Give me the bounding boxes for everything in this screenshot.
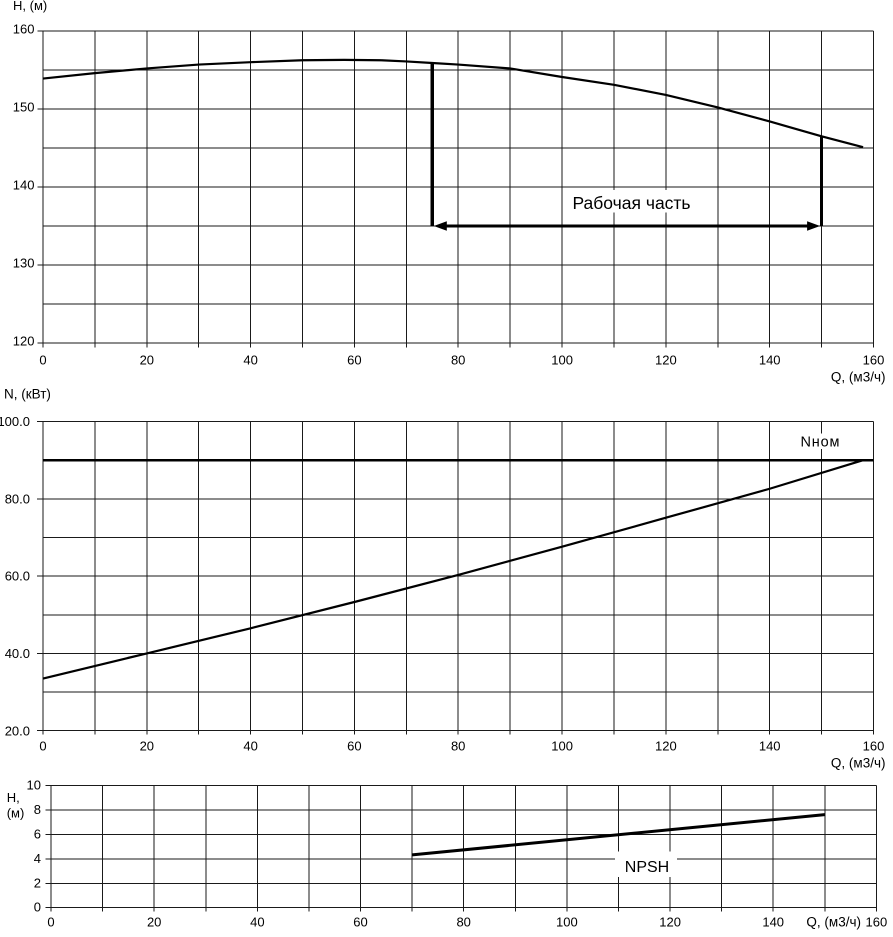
svg-text:6: 6 [34,826,41,841]
svg-text:80: 80 [451,738,465,753]
svg-text:N, (кВт): N, (кВт) [4,387,51,402]
svg-text:40: 40 [243,738,257,753]
svg-text:20.0: 20.0 [5,723,30,738]
svg-text:120: 120 [659,914,681,929]
svg-text:20: 20 [140,353,154,368]
svg-text:(м): (м) [7,806,25,821]
svg-text:8: 8 [34,802,41,817]
svg-text:150: 150 [13,99,35,114]
svg-text:40: 40 [243,353,257,368]
svg-text:120: 120 [13,333,35,348]
svg-text:Q, (м3/ч): Q, (м3/ч) [831,370,886,385]
svg-text:NPSH: NPSH [625,859,669,876]
svg-text:140: 140 [762,914,784,929]
svg-text:Q, (м3/ч): Q, (м3/ч) [806,914,861,929]
svg-text:80: 80 [451,353,465,368]
svg-text:40: 40 [250,914,264,929]
svg-text:Рабочая часть: Рабочая часть [572,193,690,213]
svg-text:10: 10 [27,778,41,793]
svg-text:140: 140 [759,738,781,753]
svg-text:60: 60 [347,738,361,753]
svg-text:0: 0 [39,738,46,753]
svg-text:80.0: 80.0 [5,491,30,506]
svg-text:60: 60 [347,353,361,368]
svg-text:60: 60 [353,914,367,929]
svg-text:100: 100 [551,353,573,368]
svg-text:120: 120 [655,738,677,753]
svg-text:130: 130 [13,255,35,270]
svg-text:100.0: 100.0 [0,414,30,429]
svg-text:160: 160 [863,738,885,753]
svg-text:0: 0 [39,353,46,368]
svg-text:60.0: 60.0 [5,569,30,584]
svg-text:100: 100 [551,738,573,753]
svg-text:160: 160 [863,353,885,368]
svg-text:4: 4 [34,851,41,866]
svg-text:120: 120 [655,353,677,368]
svg-text:40.0: 40.0 [5,646,30,661]
svg-text:0: 0 [34,900,41,915]
svg-text:140: 140 [13,177,35,192]
svg-text:80: 80 [456,914,470,929]
svg-text:H, (м): H, (м) [13,0,47,13]
svg-text:Nном: Nном [801,435,841,451]
svg-text:160: 160 [866,914,888,929]
svg-text:20: 20 [140,738,154,753]
svg-text:160: 160 [13,21,35,36]
svg-text:2: 2 [34,875,41,890]
svg-text:140: 140 [759,353,781,368]
svg-text:H,: H, [7,790,20,805]
svg-text:20: 20 [147,914,161,929]
svg-text:100: 100 [556,914,578,929]
svg-text:Q, (м3/ч): Q, (м3/ч) [831,756,886,771]
svg-text:0: 0 [47,914,54,929]
